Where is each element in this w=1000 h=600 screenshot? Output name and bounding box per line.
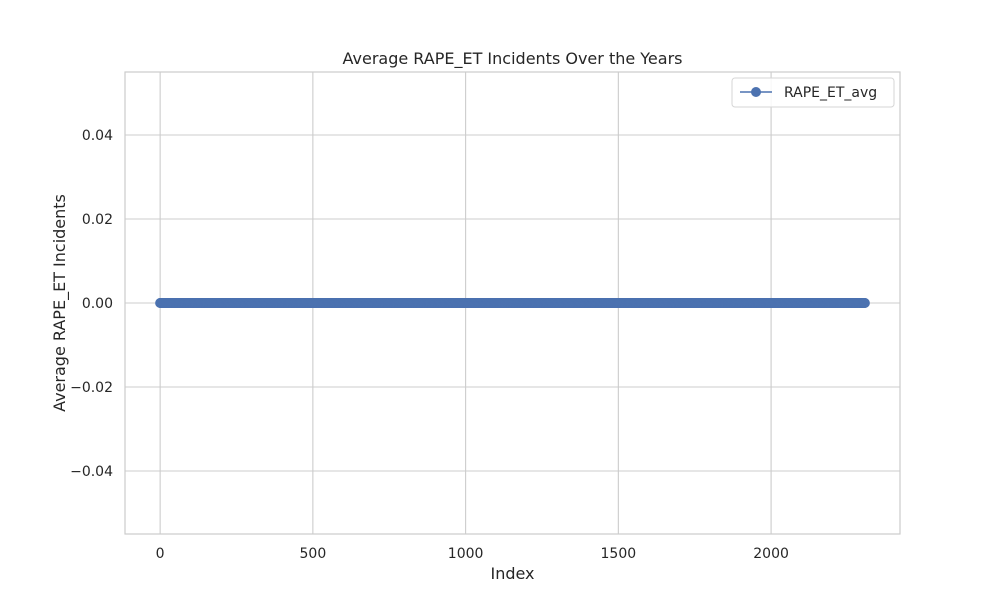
data-point (859, 298, 870, 308)
y-tick-label: 0.04 (82, 128, 113, 144)
x-axis-title: Index (490, 564, 534, 583)
legend-box (731, 77, 895, 108)
series-layer (155, 298, 870, 308)
legend-marker-swatch (751, 87, 761, 97)
x-tick-label: 1500 (601, 546, 637, 562)
x-tick-label: 500 (300, 546, 327, 562)
y-tick-label: 0.00 (82, 296, 113, 312)
tick-labels: 0 500 1000 1500 2000 −0.04 −0.02 0.00 0.02 0.04 (70, 128, 789, 562)
x-tick-label: 2000 (753, 546, 789, 562)
chart-title: Average RAPE_ET Incidents Over the Years (343, 49, 683, 69)
x-tick-label: 0 (156, 546, 165, 562)
y-tick-label: −0.04 (70, 464, 113, 480)
legend: RAPE_ET_avg (731, 77, 895, 108)
y-axis-title: Average RAPE_ET Incidents (50, 194, 70, 412)
plot-area-frame (124, 71, 901, 535)
series-markers (155, 298, 870, 308)
y-tick-label: 0.02 (82, 212, 113, 228)
y-tick-label: −0.02 (70, 380, 113, 396)
legend-label: RAPE_ET_avg (784, 85, 877, 101)
x-tick-label: 1000 (448, 546, 484, 562)
